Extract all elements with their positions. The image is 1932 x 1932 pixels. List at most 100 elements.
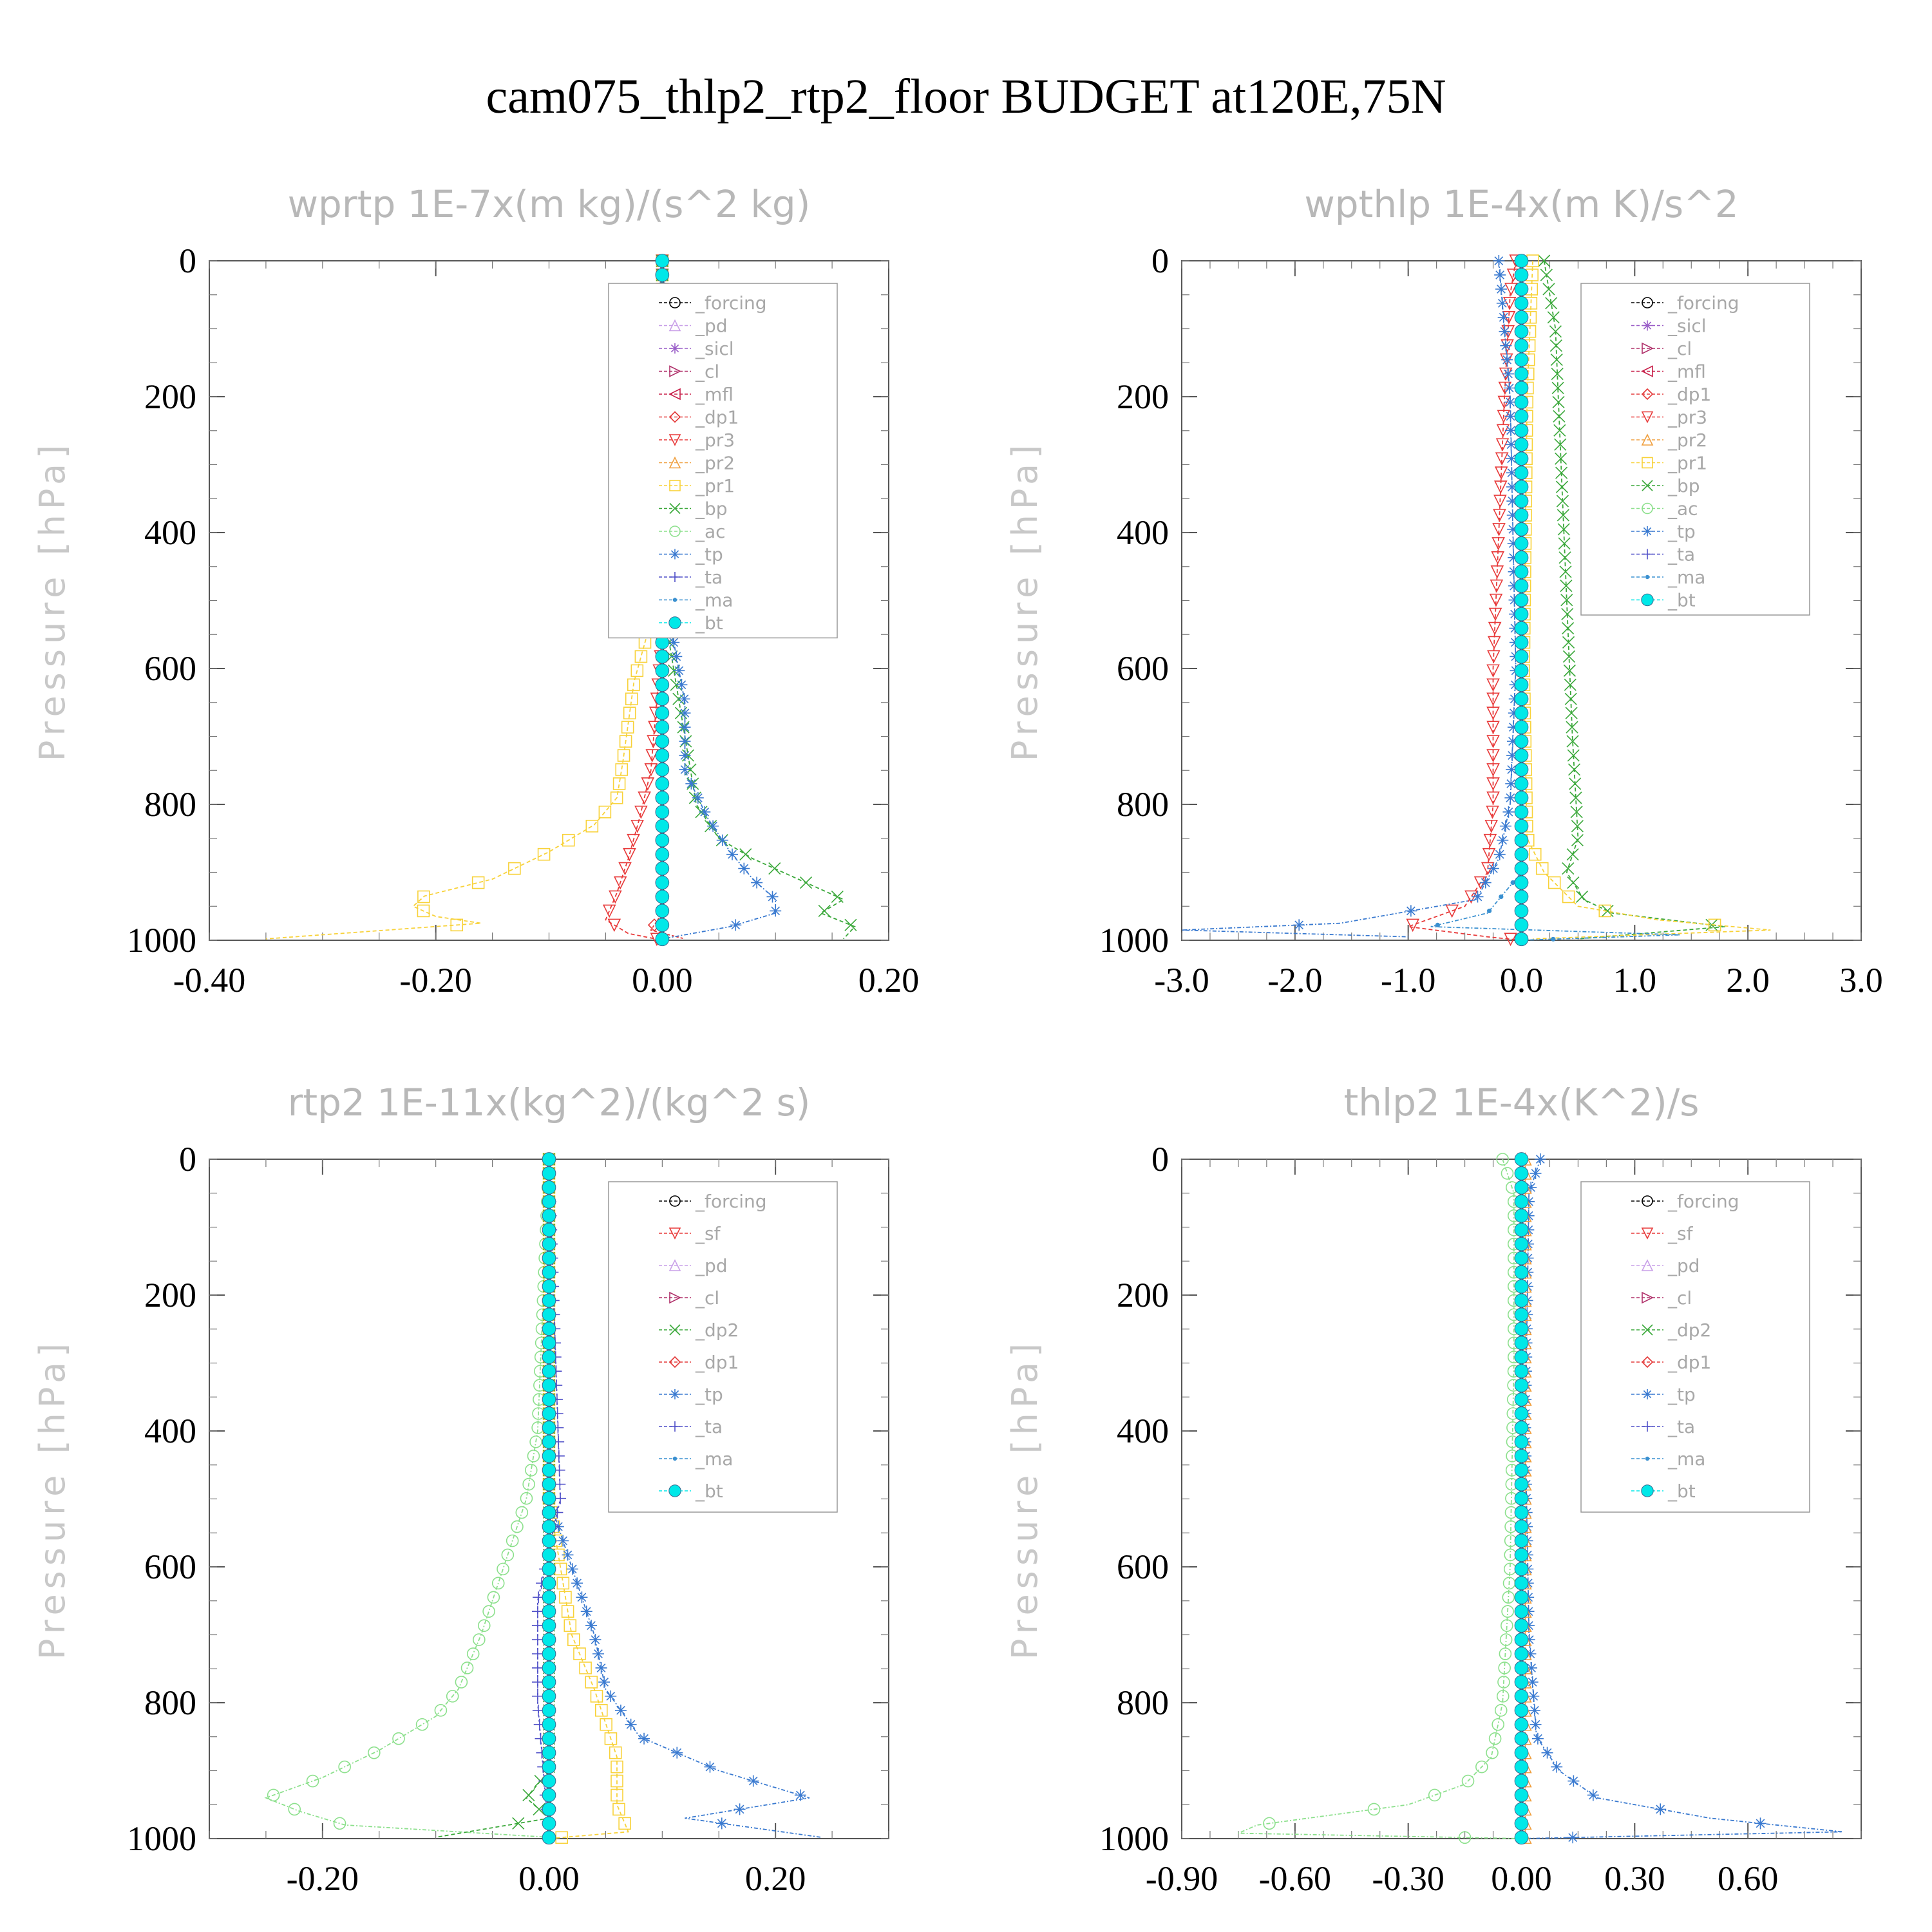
legend-marker: [1642, 342, 1654, 355]
data-point: [1754, 1817, 1766, 1830]
data-point: [1554, 438, 1567, 451]
data-point: [1567, 763, 1581, 776]
chart-panel-3: rtp2 1E-11x(kg^2)/(kg^2 s) Pressure [hPa]…: [32, 1081, 889, 1898]
legend-entry: _pd: [1667, 1255, 1700, 1276]
data-point: [450, 918, 464, 932]
y-tick-label: 400: [144, 513, 196, 552]
data-point: [630, 819, 644, 833]
data-point: [794, 1789, 806, 1801]
data-point: [1507, 721, 1519, 734]
data-point: [1514, 522, 1529, 536]
data-point: [655, 791, 670, 805]
legend-entry: _dp2: [695, 1320, 739, 1341]
legend-marker: [1641, 1356, 1654, 1368]
data-point: [1514, 592, 1529, 607]
data-point: [1514, 607, 1529, 621]
data-point: [542, 1477, 556, 1492]
y-axis-label: Pressure [hPa]: [32, 1338, 73, 1660]
data-point: [1508, 551, 1520, 564]
data-point: [542, 1788, 556, 1803]
data-point: [1514, 1194, 1529, 1209]
data-point: [1498, 1662, 1511, 1674]
data-point: [1708, 918, 1721, 932]
data-point: [497, 1562, 509, 1576]
y-tick-label: 200: [1117, 377, 1169, 416]
y-tick-label: 200: [144, 377, 196, 416]
legend-marker: [669, 1195, 681, 1207]
y-tick-label: 600: [1117, 1548, 1169, 1586]
data-point: [460, 1662, 474, 1674]
data-point: [1555, 480, 1569, 493]
data-point: [1514, 437, 1529, 452]
x-tick-label: -0.20: [287, 1859, 359, 1898]
y-tick-label: 1000: [127, 921, 196, 960]
data-point: [1545, 297, 1558, 310]
legend-entry: _ta: [1667, 1416, 1695, 1437]
data-point: [623, 848, 636, 862]
chart-panel-2: wpthlp 1E-4x(m K)/s^2 Pressure [hPa] 0 200 4…: [1005, 182, 1883, 999]
data-point: [1528, 848, 1542, 861]
data-point: [1560, 594, 1573, 607]
legend-marker: [669, 1324, 681, 1336]
data-point: [566, 1563, 578, 1575]
data-point: [617, 749, 630, 762]
data-point: [1514, 819, 1529, 833]
data-point: [638, 1732, 650, 1745]
data-point: [1562, 636, 1575, 649]
x-tick-label: -0.30: [1372, 1859, 1444, 1898]
data-point: [1486, 763, 1500, 777]
data-point: [1487, 650, 1501, 664]
legend-entry: _dp1: [695, 1352, 739, 1373]
data-point: [1514, 352, 1529, 367]
data-point: [564, 1619, 577, 1632]
x-tick-label: 1.0: [1613, 961, 1657, 999]
data-point: [625, 692, 638, 706]
data-point: [1506, 750, 1519, 762]
series-bt: [1514, 1152, 1529, 1845]
data-point: [1499, 894, 1504, 900]
data-point: [1547, 311, 1560, 324]
data-point: [501, 1548, 515, 1562]
data-point: [512, 1817, 525, 1830]
data-point: [602, 904, 616, 918]
data-point: [1559, 565, 1572, 578]
data-point: [1514, 1562, 1529, 1577]
data-point: [1490, 579, 1504, 593]
legend-marker: [1645, 574, 1650, 580]
data-point: [598, 1676, 611, 1688]
data-point: [487, 1591, 500, 1604]
chart-panel-4: thlp2 1E-4x(K^2)/s Pressure [hPa] 0 200 400 6…: [1005, 1081, 1862, 1898]
legend-entry: _sicl: [1667, 316, 1707, 337]
data-point: [542, 1802, 556, 1817]
data-point: [692, 791, 704, 804]
data-point: [1514, 1265, 1529, 1280]
data-point: [1553, 410, 1566, 422]
data-point: [1514, 1251, 1529, 1265]
data-point: [542, 1745, 556, 1760]
data-point: [1505, 439, 1517, 451]
data-point: [542, 1633, 556, 1647]
data-point: [1522, 1620, 1535, 1632]
data-point: [1567, 1775, 1580, 1787]
data-point: [1499, 1647, 1512, 1660]
data-point: [612, 1803, 625, 1816]
data-point: [1514, 777, 1529, 791]
data-point: [1523, 1634, 1535, 1646]
data-point: [1528, 1704, 1540, 1716]
data-point: [1551, 1761, 1563, 1773]
y-tick-label: 600: [144, 1548, 196, 1586]
panel-title: rtp2 1E-11x(kg^2)/(kg^2 s): [288, 1081, 811, 1124]
series-pr3: [1406, 254, 1523, 947]
data-point: [1514, 1307, 1529, 1322]
data-point: [1496, 1690, 1510, 1703]
data-point: [595, 1704, 608, 1717]
legend-entry: _bt: [695, 612, 723, 634]
data-point: [1514, 578, 1529, 593]
data-point: [527, 1450, 540, 1463]
data-point: [542, 1759, 556, 1774]
data-point: [634, 806, 648, 819]
data-point: [1505, 777, 1517, 790]
data-point: [1576, 890, 1589, 904]
data-point: [417, 890, 430, 904]
legend-entry: _ac: [695, 521, 726, 542]
